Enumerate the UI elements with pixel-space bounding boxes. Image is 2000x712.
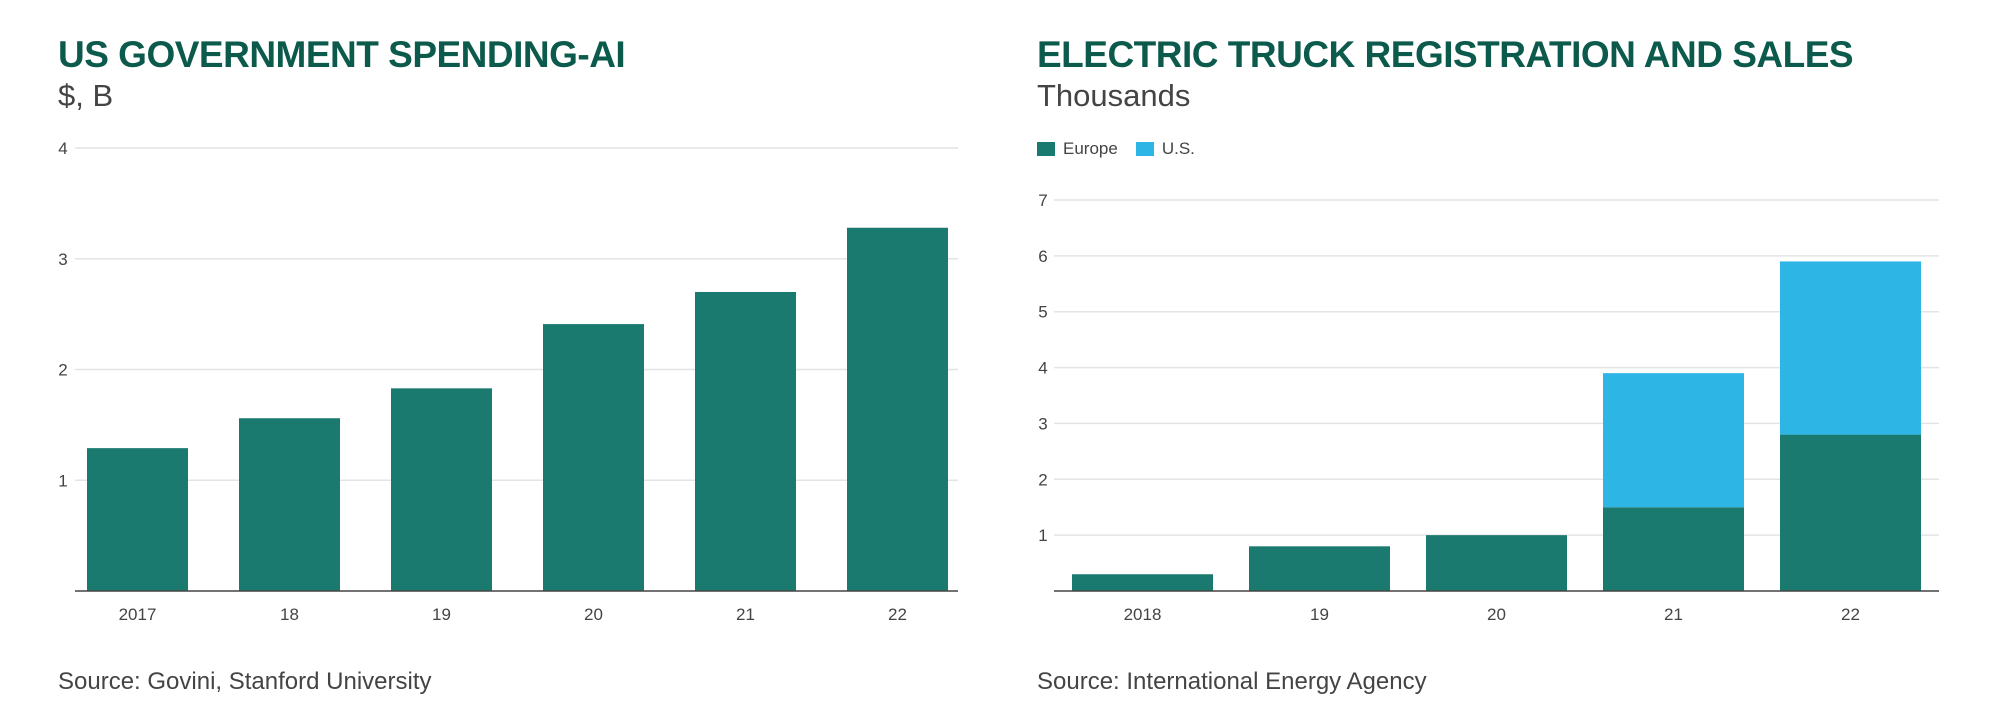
y-tick-label: 2 (58, 361, 67, 380)
x-tick-label: 2018 (1124, 605, 1162, 624)
bar (847, 227, 948, 592)
x-tick-label: 22 (1841, 605, 1860, 624)
chart-electric-trucks: ELECTRIC TRUCK REGISTRATION AND SALES Th… (1000, 0, 2000, 712)
y-tick-label: 3 (1038, 414, 1047, 433)
bar-europe (1426, 535, 1567, 591)
chart-plot: 1 2 3 4 2017 18 19 20 21 22 (58, 139, 958, 624)
chart-subtitle: $, B (58, 78, 114, 113)
chart-legend: Europe U.S. (1037, 139, 1195, 159)
x-tick-label: 2017 (119, 605, 157, 624)
chart-source: Source: International Energy Agency (1037, 668, 1427, 695)
chart-source: Source: Govini, Stanford University (58, 668, 432, 695)
y-tick-label: 1 (58, 471, 67, 490)
bar-europe (1780, 434, 1921, 591)
x-tick-label: 19 (1310, 605, 1329, 624)
bar-us (1603, 373, 1744, 508)
legend-label-us: U.S. (1161, 139, 1195, 158)
bar-europe (1603, 507, 1744, 591)
y-tick-label: 7 (1038, 191, 1047, 210)
y-tick-label: 4 (58, 139, 67, 158)
chart-subtitle: Thousands (1037, 78, 1191, 113)
bar-europe (1249, 546, 1390, 591)
x-tick-label: 20 (584, 605, 603, 624)
y-tick-label: 1 (1038, 526, 1047, 545)
chart-title: ELECTRIC TRUCK REGISTRATION AND SALES (1037, 34, 1854, 75)
x-tick-label: 18 (280, 605, 299, 624)
bar (87, 448, 188, 591)
legend-swatch-us (1135, 142, 1154, 156)
bar-europe (1072, 574, 1213, 591)
y-tick-label: 6 (1038, 247, 1047, 266)
chart-ai-spending: US GOVERNMENT SPENDING-AI $, B 1 2 3 4 2017 1… (58, 34, 958, 695)
x-tick-label: 21 (736, 605, 755, 624)
chart-title: US GOVERNMENT SPENDING-AI (58, 34, 626, 75)
x-tick-label: 22 (888, 605, 907, 624)
x-tick-label: 20 (1487, 605, 1506, 624)
bar (695, 291, 796, 591)
legend-label-europe: Europe (1063, 139, 1118, 158)
y-tick-label: 3 (58, 250, 67, 269)
y-tick-label: 4 (1038, 359, 1047, 378)
bar (239, 418, 340, 591)
y-tick-label: 5 (1038, 303, 1047, 322)
chart-plot: 1 2 3 4 5 6 7 2018 19 20 21 22 (1038, 191, 1939, 624)
bar (543, 324, 644, 591)
x-tick-label: 21 (1664, 605, 1683, 624)
bar-us (1780, 261, 1921, 435)
legend-swatch-europe (1037, 142, 1055, 156)
x-tick-label: 19 (432, 605, 451, 624)
y-tick-label: 2 (1038, 470, 1047, 489)
bar (391, 388, 492, 591)
